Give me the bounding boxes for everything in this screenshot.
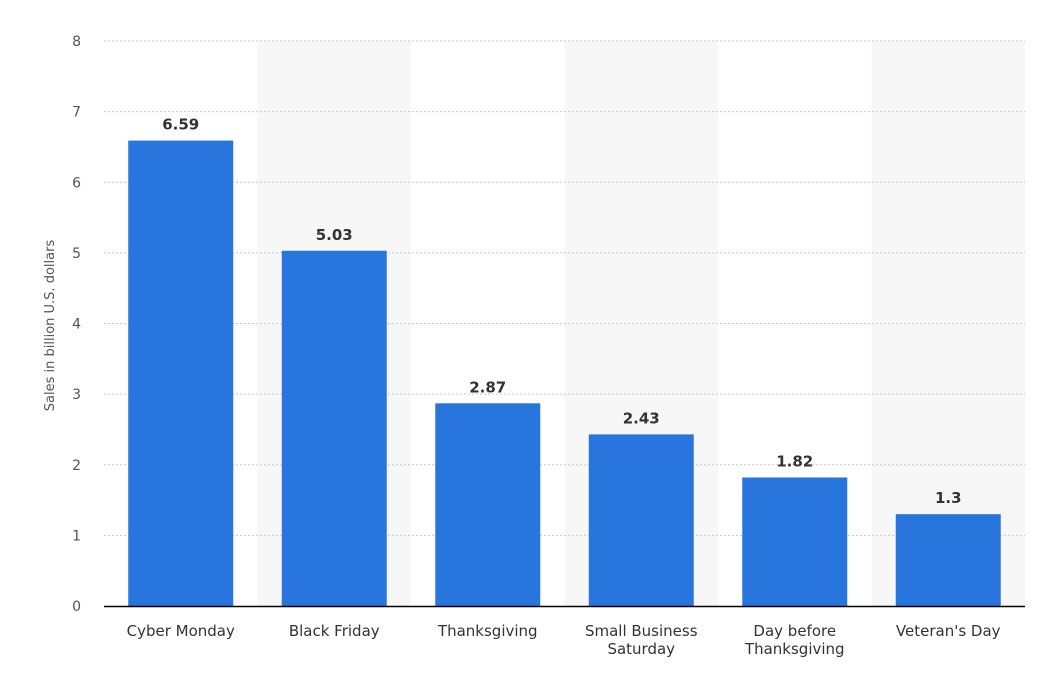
y-axis-ticks: 0 1 2 3 4 5 6 7 8	[72, 34, 81, 615]
y-tick-label: 6	[72, 175, 81, 191]
y-tick-label: 0	[72, 599, 81, 615]
y-tick-label: 4	[72, 317, 81, 333]
y-tick-label: 3	[72, 387, 81, 403]
data-label: 2.43	[623, 409, 660, 427]
gridlines	[104, 40, 1025, 536]
x-tick-label: Veteran's Day	[896, 622, 1001, 640]
bars	[128, 140, 1001, 607]
y-axis-title: Sales in billion U.S. dollars	[43, 240, 58, 412]
data-label: 5.03	[316, 226, 353, 244]
bar	[281, 250, 387, 606]
data-label: 1.82	[776, 452, 813, 470]
y-tick-label: 8	[72, 34, 81, 50]
data-label: 2.87	[469, 378, 506, 396]
y-tick-label: 2	[72, 458, 81, 474]
data-label: 1.3	[935, 489, 962, 507]
y-tick-label: 7	[72, 105, 81, 121]
x-tick-label: Thanksgiving	[437, 622, 538, 640]
bar	[588, 434, 694, 606]
bar	[128, 140, 234, 607]
bar	[742, 477, 848, 606]
y-tick-label: 1	[72, 528, 81, 544]
x-axis-labels: Cyber Monday Black Friday Thanksgiving Smal…	[127, 622, 1001, 658]
x-tick-label: Small Business Saturday	[585, 622, 698, 658]
bar	[895, 514, 1001, 606]
data-label: 6.59	[162, 116, 199, 134]
x-tick-label: Black Friday	[289, 622, 380, 640]
data-labels: 6.59 5.03 2.87 2.43 1.82 1.3	[162, 116, 961, 508]
y-tick-label: 5	[72, 246, 81, 262]
bar	[435, 403, 541, 606]
x-tick-label: Cyber Monday	[127, 622, 235, 640]
x-tick-label: Day before Thanksgiving	[744, 622, 845, 658]
